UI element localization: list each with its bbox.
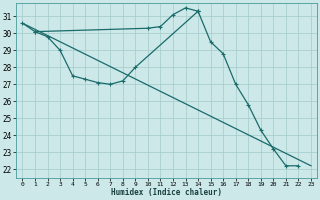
X-axis label: Humidex (Indice chaleur): Humidex (Indice chaleur) <box>111 188 222 197</box>
